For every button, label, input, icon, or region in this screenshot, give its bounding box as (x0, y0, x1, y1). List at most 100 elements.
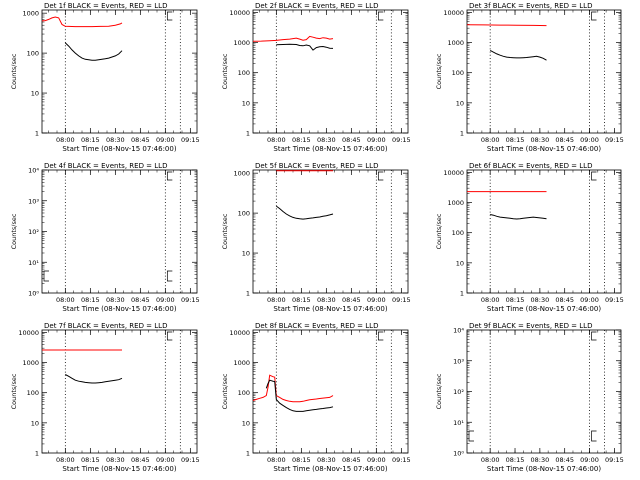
x-tick-label: 08:15 (506, 456, 525, 464)
chart-panel-6: Det 6f BLACK = Events, RED = LLD 1 10 100 10… (435, 162, 624, 313)
chart-panel-3: Det 3f BLACK = Events, RED = LLD 1 10 100 10… (435, 2, 624, 153)
x-axis-label: Start Time (08-Nov-15 07:46:00) (273, 465, 387, 473)
chart-panel-5: Det 5f BLACK = Events, RED = LLD 1 10 100 10… (221, 162, 411, 313)
y-axis-label: Counts/sec (435, 53, 443, 89)
y-tick-label: 1 (246, 130, 250, 138)
y-tick-label: 10² (28, 228, 39, 236)
x-tick-label: 08:00 (481, 296, 500, 304)
series-line-black-events (276, 205, 334, 220)
x-tick-label: 08:45 (342, 296, 361, 304)
x-tick-label: 08:30 (530, 456, 549, 464)
x-tick-label: 08:15 (81, 456, 100, 464)
chart-title: Det 1f BLACK = Events, RED = LLD (44, 2, 167, 10)
bracket-marker (591, 11, 597, 21)
y-tick-label: 1000 (22, 10, 39, 18)
y-tick-label: 1 (460, 130, 464, 138)
x-tick-label: 09:00 (580, 136, 599, 144)
plot-frame (252, 9, 409, 134)
bracket-marker (377, 171, 384, 181)
y-tick-label: 10 (242, 99, 250, 107)
bracket-marker (591, 171, 597, 181)
x-axis-label: Start Time (08-Nov-15 07:46:00) (62, 145, 176, 153)
y-tick-label: 1000 (22, 359, 39, 367)
y-tick-label: 100 (452, 69, 464, 77)
y-tick-label: 1 (35, 130, 39, 138)
bracket-marker (468, 430, 474, 442)
chart-title: Det 5f BLACK = Events, RED = LLD (255, 162, 378, 170)
y-axis-label: Counts/sec (10, 213, 18, 249)
bracket-marker (166, 331, 173, 341)
y-tick-label: 10³ (28, 197, 39, 205)
x-tick-label: 08:30 (106, 296, 125, 304)
x-tick-label: 08:30 (106, 456, 125, 464)
x-tick-label: 09:00 (156, 296, 175, 304)
x-tick-label: 09:00 (156, 456, 175, 464)
y-tick-label: 100 (452, 229, 464, 237)
y-axis-label: Counts/sec (10, 53, 18, 89)
series-line-black-events (64, 42, 123, 61)
chart-panel-9: Det 9f BLACK = Events, RED = LLD 10⁰ 10¹ 10… (435, 322, 624, 473)
y-tick-label: 100 (238, 210, 250, 218)
x-axis-label: Start Time (08-Nov-15 07:46:00) (487, 145, 601, 153)
bracket-marker (377, 11, 384, 21)
y-axis-label: Counts/sec (435, 373, 443, 409)
chart-title: Det 9f BLACK = Events, RED = LLD (469, 322, 592, 330)
x-axis-label: Start Time (08-Nov-15 07:46:00) (487, 465, 601, 473)
bracket-marker (166, 171, 173, 181)
x-tick-label: 08:30 (530, 136, 549, 144)
y-tick-label: 100 (238, 389, 250, 397)
series-line-black-events (65, 374, 123, 384)
x-tick-label: 08:15 (81, 136, 100, 144)
y-tick-label: 1000 (233, 170, 250, 178)
chart-panel-4: Det 4f BLACK = Events, RED = LLD 10⁰ 10¹ 10… (10, 162, 200, 313)
x-tick-label: 08:30 (530, 296, 549, 304)
chart-title: Det 6f BLACK = Events, RED = LLD (469, 162, 592, 170)
x-axis-label: Start Time (08-Nov-15 07:46:00) (273, 145, 387, 153)
x-tick-label: 08:45 (342, 136, 361, 144)
y-tick-label: 10³ (453, 357, 464, 365)
chart-panel-2: Det 2f BLACK = Events, RED = LLD 1 10 100 10… (221, 2, 411, 153)
chart-title: Det 4f BLACK = Events, RED = LLD (44, 162, 167, 170)
y-tick-label: 1000 (447, 199, 464, 207)
x-tick-label: 09:00 (156, 136, 175, 144)
bracket-marker (166, 11, 173, 21)
y-tick-label: 10⁴ (28, 167, 39, 175)
y-tick-label: 10000 (443, 9, 464, 17)
y-tick-label: 10¹ (28, 259, 39, 267)
x-tick-label: 09:15 (181, 136, 200, 144)
x-tick-label: 08:15 (292, 136, 311, 144)
x-tick-label: 08:15 (506, 296, 525, 304)
x-tick-label: 08:15 (506, 136, 525, 144)
y-tick-label: 10 (242, 250, 250, 258)
y-tick-label: 1 (35, 450, 39, 458)
series-line-red-lld (41, 16, 123, 28)
y-tick-label: 10 (31, 90, 39, 98)
y-tick-label: 10⁰ (28, 290, 39, 298)
plot-frame (252, 329, 409, 454)
x-tick-label: 08:00 (481, 136, 500, 144)
bracket-marker (166, 270, 173, 282)
chart-title: Det 8f BLACK = Events, RED = LLD (255, 322, 378, 330)
y-tick-label: 1 (460, 290, 464, 298)
y-tick-label: 1000 (233, 359, 250, 367)
y-tick-label: 10 (456, 259, 464, 267)
x-tick-label: 08:00 (56, 456, 75, 464)
series-line-red-lld (252, 374, 334, 403)
y-tick-label: 10000 (229, 9, 250, 17)
y-tick-label: 10000 (229, 329, 250, 337)
x-tick-label: 09:15 (605, 296, 624, 304)
y-tick-label: 10 (31, 419, 39, 427)
y-tick-label: 10000 (443, 169, 464, 177)
series-line-black-events (489, 49, 547, 61)
x-tick-label: 08:30 (317, 296, 336, 304)
x-tick-label: 08:15 (292, 296, 311, 304)
series-line-red-lld (466, 24, 547, 27)
x-tick-label: 08:45 (131, 456, 150, 464)
x-tick-label: 08:00 (56, 136, 75, 144)
y-tick-label: 10⁰ (453, 450, 464, 458)
y-tick-label: 10¹ (453, 419, 464, 427)
x-tick-label: 09:15 (392, 136, 411, 144)
x-axis-label: Start Time (08-Nov-15 07:46:00) (273, 305, 387, 313)
plot-frame (41, 9, 198, 134)
x-tick-label: 09:15 (392, 456, 411, 464)
